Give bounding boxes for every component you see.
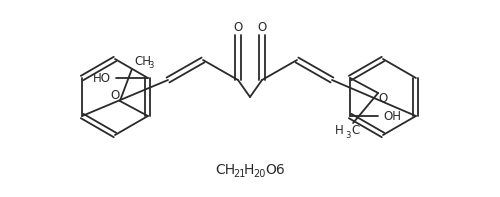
Text: OH: OH (383, 110, 401, 123)
Text: H: H (335, 125, 344, 138)
Text: O: O (378, 91, 388, 104)
Text: 20: 20 (253, 169, 266, 179)
Text: 21: 21 (233, 169, 245, 179)
Text: H: H (244, 163, 254, 177)
Text: CH: CH (134, 55, 151, 68)
Text: O: O (258, 20, 266, 33)
Text: 3: 3 (345, 132, 350, 140)
Text: O: O (234, 20, 242, 33)
Text: 3: 3 (148, 60, 154, 70)
Text: CH: CH (215, 163, 235, 177)
Text: O6: O6 (265, 163, 285, 177)
Text: HO: HO (93, 72, 111, 85)
Text: O: O (110, 88, 120, 101)
Text: C: C (351, 125, 360, 138)
